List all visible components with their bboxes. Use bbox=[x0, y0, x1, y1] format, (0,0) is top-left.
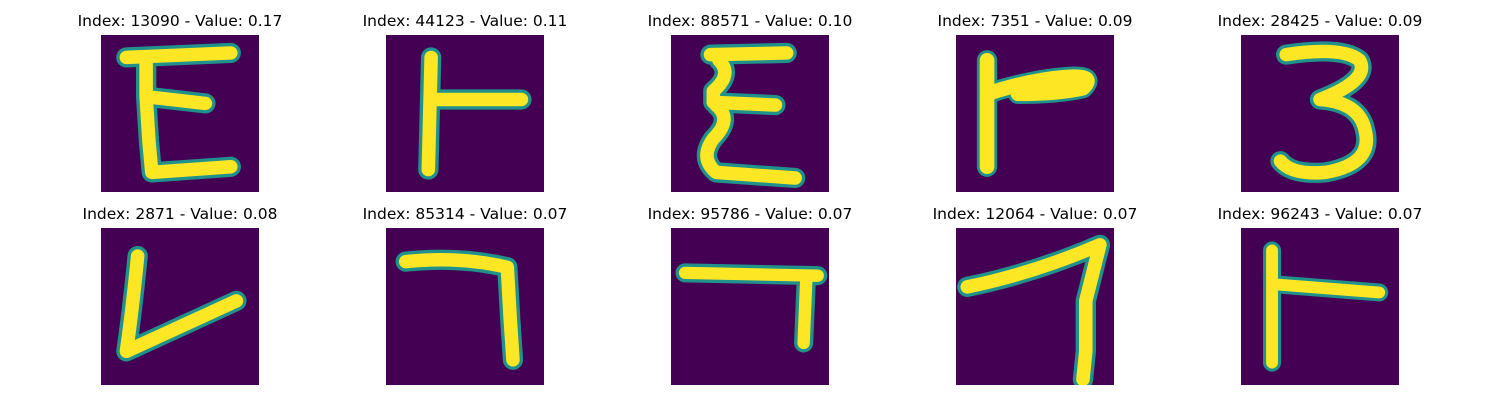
glyph-image bbox=[956, 35, 1114, 192]
glyph-image bbox=[101, 228, 259, 385]
handwritten-glyph bbox=[696, 42, 806, 189]
panel-title: Index: 2871 - Value: 0.08 bbox=[82, 205, 278, 223]
image-panel-3: Index: 88571 - Value: 0.10 bbox=[648, 0, 852, 192]
image-panel-2: Index: 44123 - Value: 0.11 bbox=[363, 0, 567, 192]
panel-title: Index: 7351 - Value: 0.09 bbox=[937, 12, 1133, 30]
glyph-image bbox=[956, 228, 1114, 385]
handwritten-glyph bbox=[116, 42, 241, 183]
panel-title: Index: 44123 - Value: 0.11 bbox=[362, 12, 568, 30]
glyph-image bbox=[101, 35, 259, 192]
image-panel-6: Index: 2871 - Value: 0.08 bbox=[80, 193, 280, 385]
image-panel-5: Index: 28425 - Value: 0.09 bbox=[1218, 0, 1422, 192]
handwritten-glyph bbox=[418, 47, 532, 180]
handwritten-glyph bbox=[1263, 241, 1389, 372]
handwritten-glyph bbox=[957, 234, 1111, 385]
panel-title: Index: 88571 - Value: 0.10 bbox=[647, 12, 853, 30]
image-panel-8: Index: 95786 - Value: 0.07 bbox=[648, 193, 852, 385]
image-panel-9: Index: 12064 - Value: 0.07 bbox=[933, 193, 1137, 385]
handwritten-glyph bbox=[395, 249, 524, 370]
handwritten-glyph bbox=[116, 245, 247, 362]
panel-title: Index: 12064 - Value: 0.07 bbox=[932, 205, 1138, 223]
panel-title: Index: 96243 - Value: 0.07 bbox=[1217, 205, 1423, 223]
image-panel-1: Index: 13090 - Value: 0.17 bbox=[78, 0, 282, 192]
glyph-image bbox=[1241, 35, 1399, 192]
glyph-image bbox=[1241, 228, 1399, 385]
panel-title: Index: 13090 - Value: 0.17 bbox=[77, 12, 283, 30]
glyph-image bbox=[671, 35, 829, 192]
glyph-image bbox=[671, 228, 829, 385]
panel-title: Index: 28425 - Value: 0.09 bbox=[1217, 12, 1423, 30]
handwritten-glyph bbox=[976, 50, 1098, 177]
panel-title: Index: 95786 - Value: 0.07 bbox=[647, 205, 853, 223]
handwritten-glyph bbox=[675, 263, 828, 353]
glyph-image bbox=[386, 228, 544, 385]
handwritten-glyph bbox=[1270, 41, 1377, 183]
panel-title: Index: 85314 - Value: 0.07 bbox=[362, 205, 568, 223]
image-panel-7: Index: 85314 - Value: 0.07 bbox=[363, 193, 567, 385]
image-panel-4: Index: 7351 - Value: 0.09 bbox=[935, 0, 1135, 192]
image-panel-10: Index: 96243 - Value: 0.07 bbox=[1218, 193, 1422, 385]
glyph-image bbox=[386, 35, 544, 192]
